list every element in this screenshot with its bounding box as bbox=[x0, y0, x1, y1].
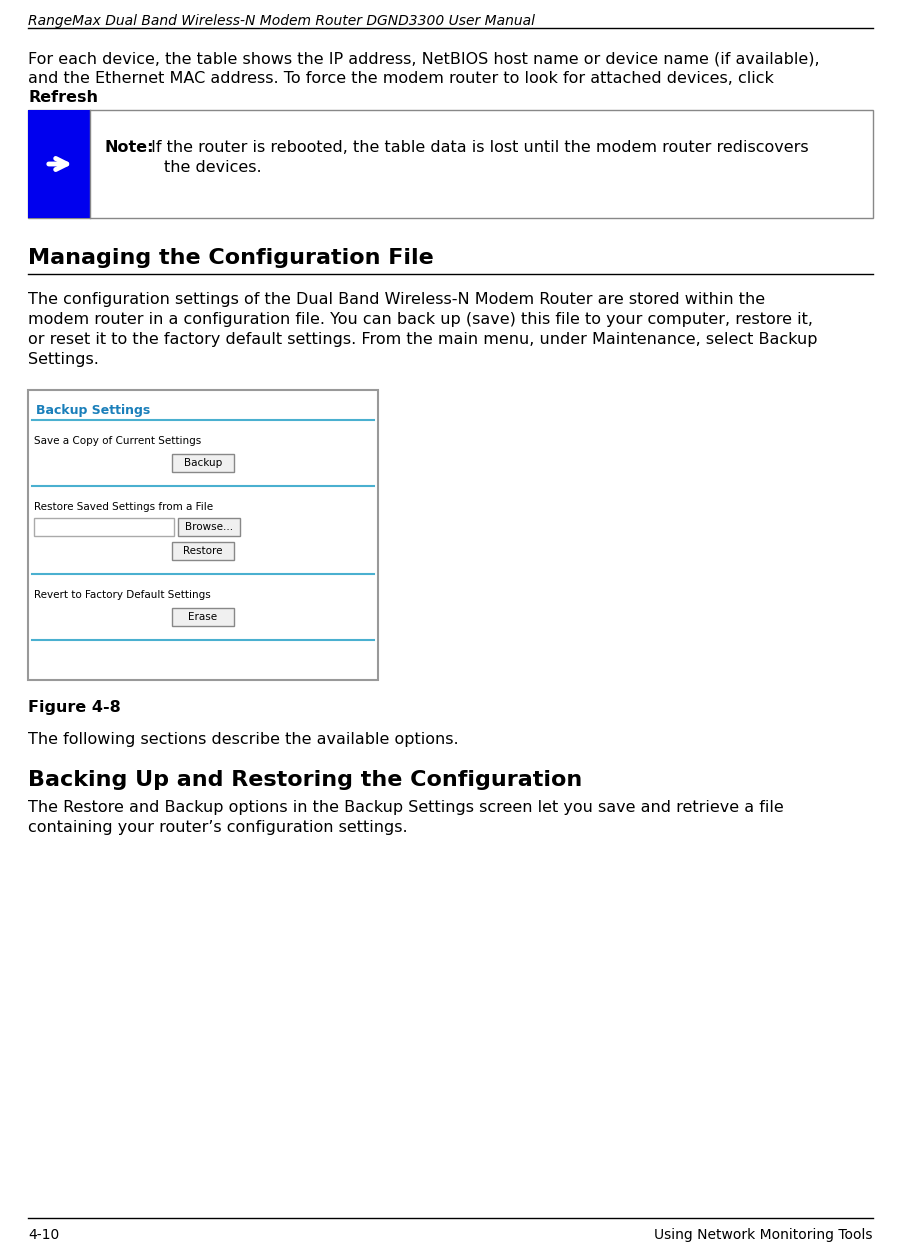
Text: Revert to Factory Default Settings: Revert to Factory Default Settings bbox=[34, 591, 211, 601]
Text: Browse...: Browse... bbox=[185, 522, 233, 532]
Text: The Restore and Backup options in the Backup Settings screen let you save and re: The Restore and Backup options in the Ba… bbox=[28, 800, 784, 815]
Text: Backup Settings: Backup Settings bbox=[36, 404, 150, 417]
Text: Backup: Backup bbox=[184, 459, 223, 468]
Text: the devices.: the devices. bbox=[164, 159, 261, 174]
Text: Managing the Configuration File: Managing the Configuration File bbox=[28, 248, 433, 268]
Text: modem router in a configuration file. You can back up (save) this file to your c: modem router in a configuration file. Yo… bbox=[28, 312, 813, 326]
Text: Restore: Restore bbox=[183, 546, 223, 556]
Text: If the router is rebooted, the table data is lost until the modem router redisco: If the router is rebooted, the table dat… bbox=[146, 140, 808, 155]
Text: Backing Up and Restoring the Configuration: Backing Up and Restoring the Configurati… bbox=[28, 770, 582, 790]
Text: Refresh: Refresh bbox=[28, 90, 98, 105]
Bar bbox=[172, 542, 234, 559]
Bar bbox=[178, 518, 240, 536]
Text: Settings.: Settings. bbox=[28, 353, 99, 368]
Text: Save a Copy of Current Settings: Save a Copy of Current Settings bbox=[34, 436, 201, 446]
Text: Erase: Erase bbox=[188, 612, 217, 622]
Bar bbox=[34, 518, 174, 536]
Text: Note:: Note: bbox=[104, 140, 153, 155]
Bar bbox=[28, 110, 873, 218]
Text: The following sections describe the available options.: The following sections describe the avai… bbox=[28, 731, 459, 748]
Text: The configuration settings of the Dual Band Wireless-N Modem Router are stored w: The configuration settings of the Dual B… bbox=[28, 292, 765, 307]
Text: RangeMax Dual Band Wireless-N Modem Router DGND3300 User Manual: RangeMax Dual Band Wireless-N Modem Rout… bbox=[28, 14, 535, 27]
Text: or reset it to the factory default settings. From the main menu, under Maintenan: or reset it to the factory default setti… bbox=[28, 331, 817, 346]
Text: and the Ethernet MAC address. To force the modem router to look for attached dev: and the Ethernet MAC address. To force t… bbox=[28, 71, 774, 86]
Bar bbox=[28, 110, 90, 218]
Bar bbox=[28, 390, 378, 680]
Text: containing your router’s configuration settings.: containing your router’s configuration s… bbox=[28, 820, 407, 835]
Text: For each device, the table shows the IP address, NetBIOS host name or device nam: For each device, the table shows the IP … bbox=[28, 52, 820, 67]
Text: 4-10: 4-10 bbox=[28, 1229, 59, 1242]
Text: Using Network Monitoring Tools: Using Network Monitoring Tools bbox=[654, 1229, 873, 1242]
Bar bbox=[172, 608, 234, 625]
Text: Restore Saved Settings from a File: Restore Saved Settings from a File bbox=[34, 502, 214, 512]
Text: .: . bbox=[86, 90, 91, 105]
Text: Figure 4-8: Figure 4-8 bbox=[28, 700, 121, 715]
Bar bbox=[172, 454, 234, 472]
